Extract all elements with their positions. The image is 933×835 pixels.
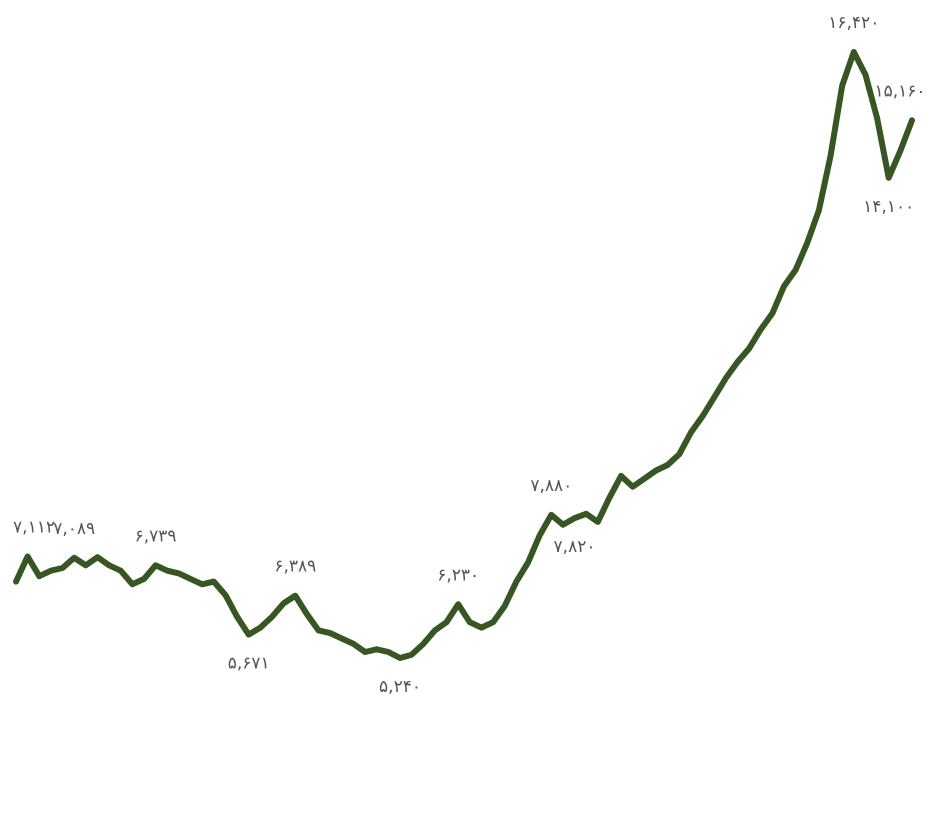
data-label: ۵,۲۴۰ <box>379 677 421 697</box>
data-label: ۷,۱۱۲ <box>13 518 55 538</box>
data-label: ۷,۸۸۰ <box>530 476 572 496</box>
data-label: ۶,۳۸۹ <box>274 557 316 577</box>
data-label: ۱۴,۱۰۰ <box>863 197 914 217</box>
data-label: ۵,۶۷۱ <box>228 654 270 674</box>
data-label: ۱۶,۴۲۰ <box>828 13 879 33</box>
data-label: ۱۵,۱۶۰ <box>874 81 925 101</box>
data-label: ۶,۲۳۰ <box>437 565 479 585</box>
data-label: ۷,۸۲۰ <box>554 537 596 557</box>
data-label: ۶,۷۳۹ <box>135 526 177 546</box>
series-layer <box>13 49 915 661</box>
data-label: ۷,۰۸۹ <box>53 519 95 539</box>
series-line <box>13 49 915 661</box>
